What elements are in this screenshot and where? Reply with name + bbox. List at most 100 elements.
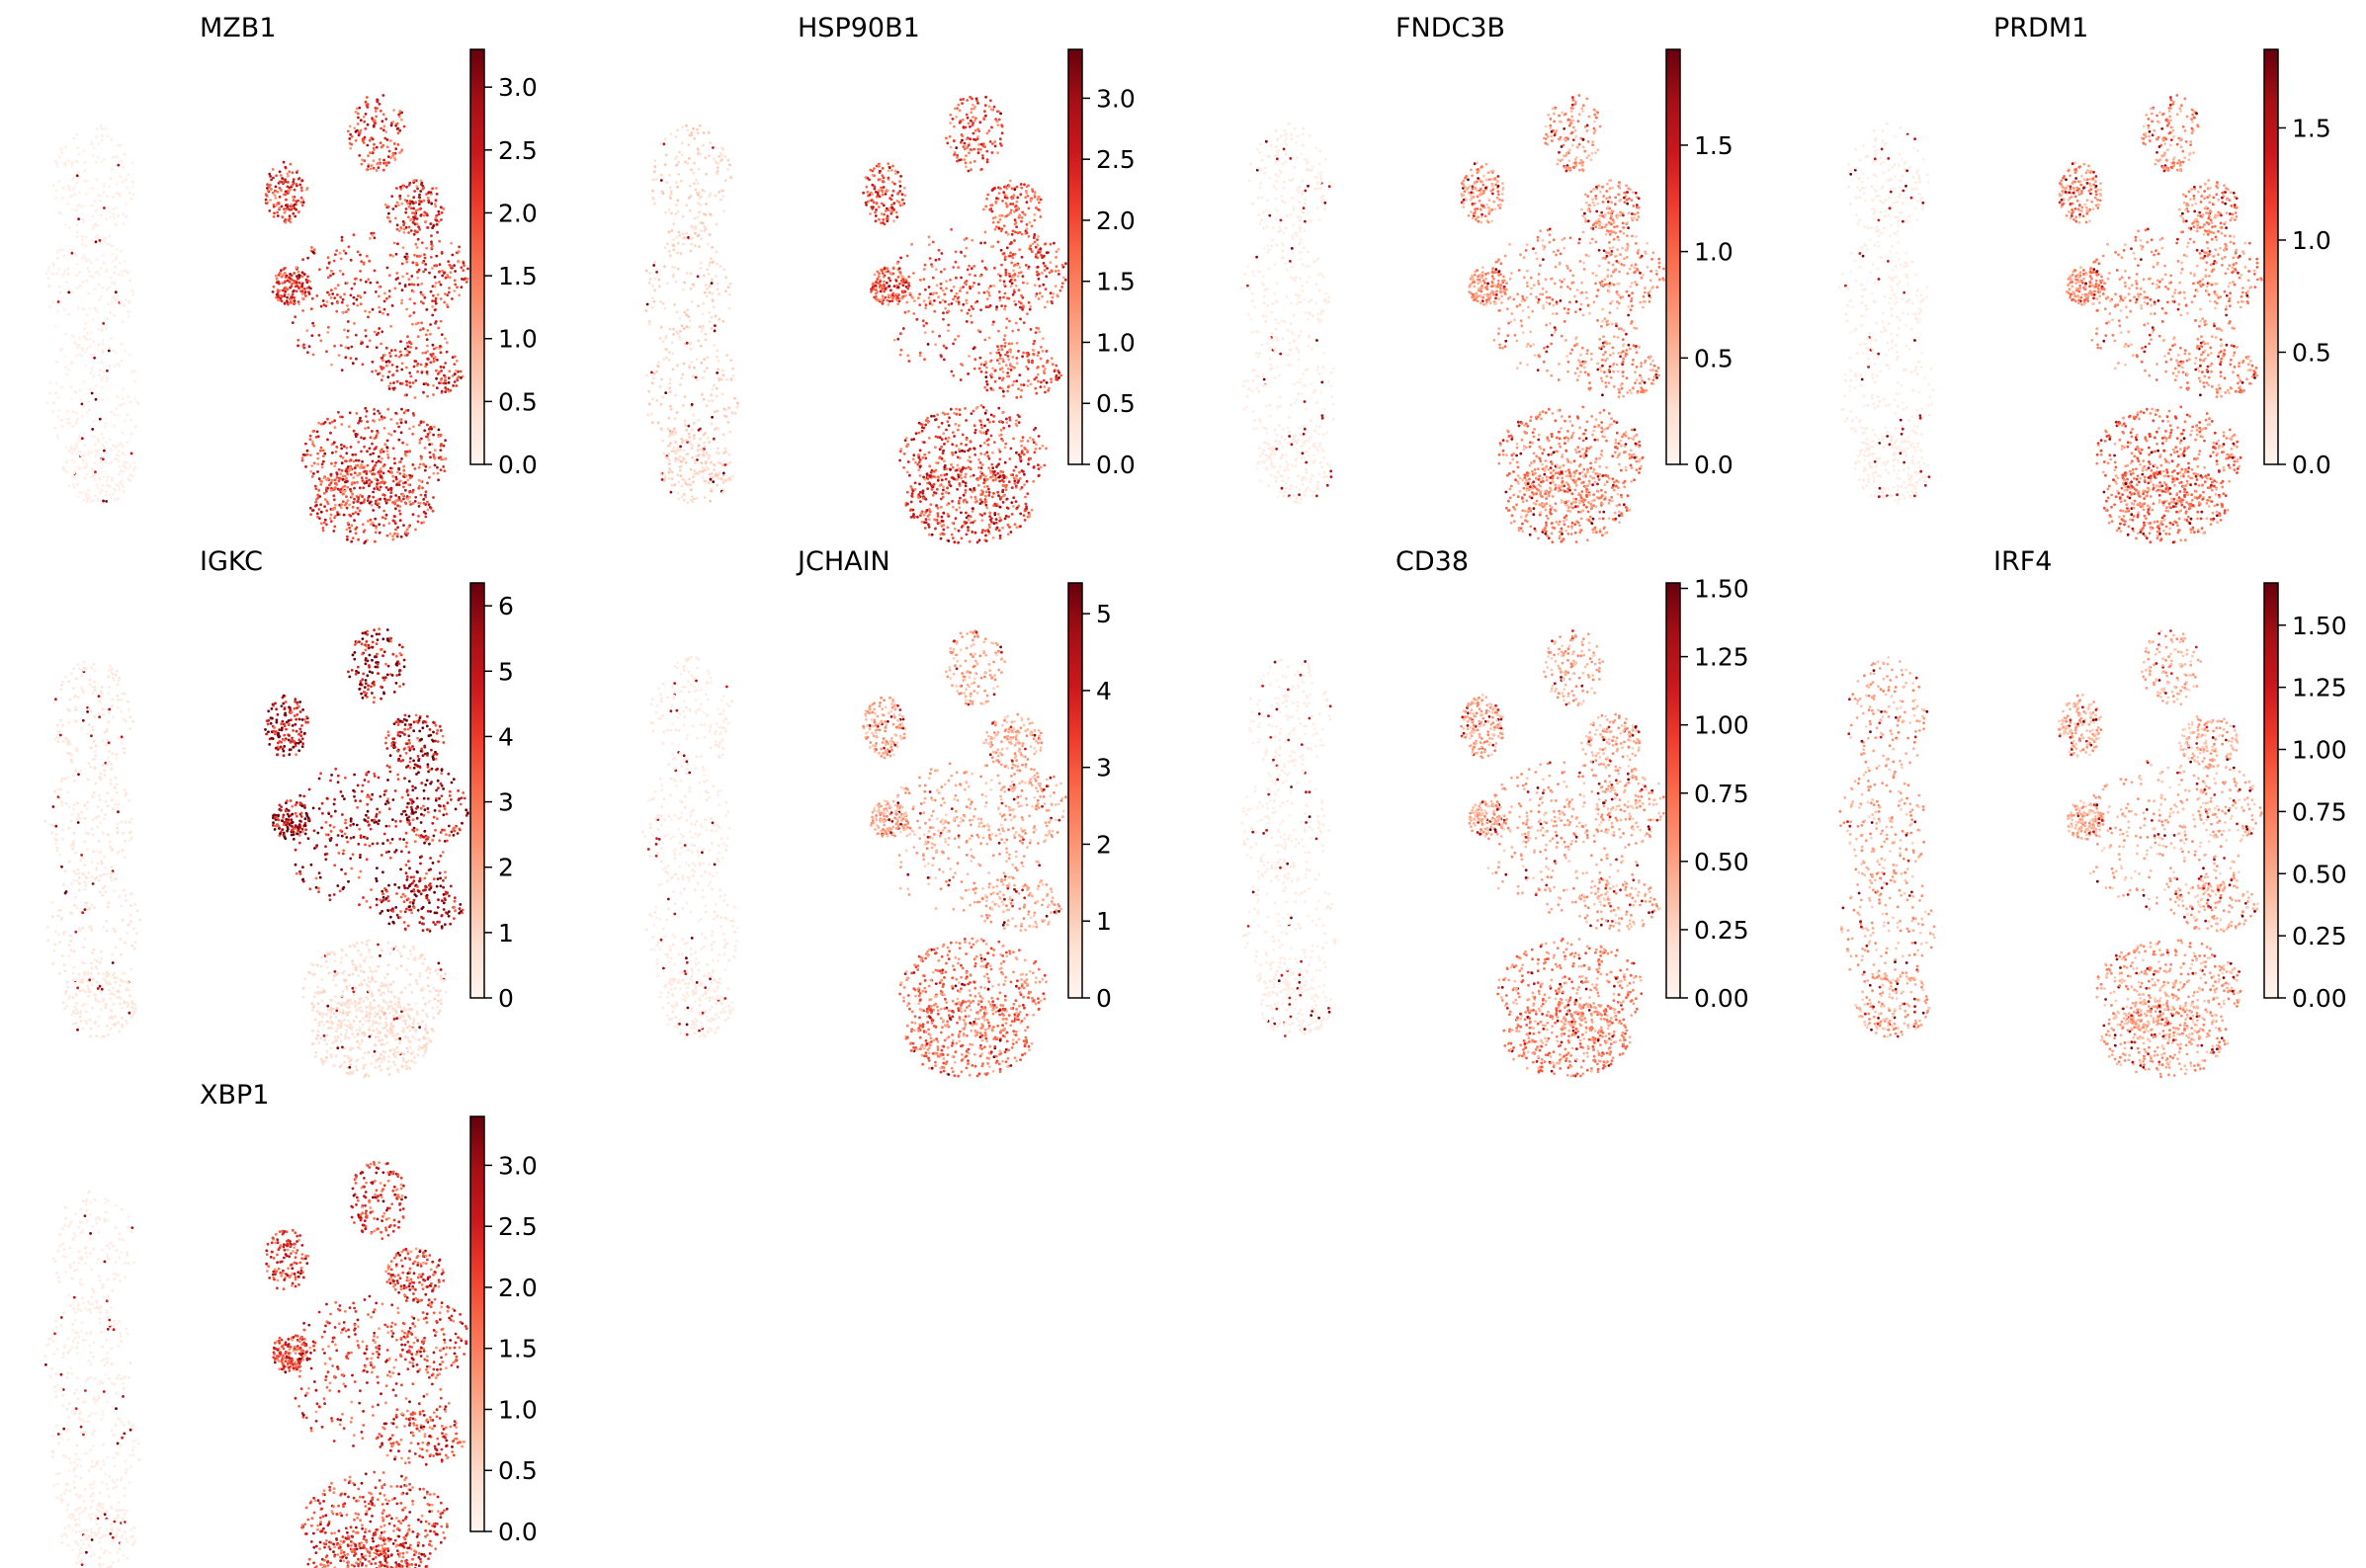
cell-point (1021, 216, 1024, 219)
cell-point (458, 293, 461, 296)
cell-point (664, 211, 667, 214)
cell-point (335, 451, 338, 454)
cell-point (697, 147, 700, 150)
cell-point (395, 272, 398, 275)
cell-point (685, 429, 688, 432)
cell-point (980, 371, 983, 373)
cell-point (985, 490, 988, 493)
cell-point (898, 180, 901, 183)
cell-point (692, 284, 695, 287)
cell-point (338, 354, 341, 357)
cell-point (105, 494, 108, 497)
cell-point (717, 283, 719, 286)
cell-point (128, 192, 131, 195)
cell-point (981, 260, 984, 263)
cell-point (63, 308, 66, 311)
colorbar-tick-label: 1.0 (498, 325, 538, 354)
cell-point (373, 487, 376, 490)
cell-point (982, 406, 985, 409)
cell-point (1050, 380, 1053, 383)
cell-point (945, 478, 948, 481)
cell-point (968, 144, 971, 147)
cell-point (1021, 355, 1024, 358)
cell-point (383, 300, 386, 303)
cell-point (402, 220, 405, 223)
cell-point (965, 512, 968, 515)
cell-point (73, 460, 76, 463)
cell-point (942, 311, 945, 314)
cell-point (339, 270, 342, 273)
cell-point (942, 318, 945, 321)
cell-point (903, 194, 906, 197)
cell-point (408, 284, 411, 287)
cell-point (111, 282, 114, 285)
cell-point (438, 213, 441, 216)
cell-point (108, 185, 111, 188)
cell-point (1040, 346, 1043, 349)
cell-point (1028, 266, 1031, 269)
cell-point (123, 465, 126, 468)
cell-point (101, 484, 104, 487)
cell-point (127, 441, 129, 444)
cell-point (84, 235, 87, 238)
cell-point (431, 244, 434, 247)
cell-point (389, 254, 392, 257)
cell-point (284, 290, 287, 293)
cell-point (673, 483, 676, 486)
cell-point (706, 288, 709, 290)
cell-point (912, 272, 915, 275)
cell-point (963, 125, 966, 128)
cell-point (86, 332, 89, 335)
cell-point (306, 454, 309, 456)
cell-point (100, 194, 103, 197)
cell-point (86, 489, 89, 492)
cell-point (71, 334, 74, 337)
cell-point (1005, 317, 1008, 320)
cell-point (286, 296, 289, 299)
cell-point (418, 197, 421, 200)
cell-point (1287, 477, 1290, 480)
cell-point (1001, 527, 1004, 530)
cell-point (306, 450, 309, 453)
cell-point (430, 290, 433, 293)
cell-point (653, 372, 656, 375)
cell-point (873, 201, 876, 204)
cell-point (1002, 494, 1005, 497)
cell-point (1005, 421, 1008, 424)
cell-point (354, 466, 357, 469)
cell-point (1014, 231, 1017, 234)
cell-point (986, 290, 989, 293)
cell-point (727, 421, 730, 424)
cell-point (870, 199, 873, 202)
cell-point (437, 293, 440, 296)
cell-point (358, 459, 361, 462)
cell-point (428, 503, 431, 506)
cell-point (56, 310, 59, 313)
cell-point (351, 288, 354, 290)
cell-point (939, 455, 942, 458)
cell-point (348, 469, 351, 472)
cell-point (1002, 191, 1005, 194)
cell-point (423, 429, 426, 432)
cell-point (937, 461, 940, 464)
cell-point (972, 104, 974, 107)
cell-point (961, 133, 964, 136)
cell-point (127, 315, 130, 318)
cell-point (692, 481, 695, 484)
cell-point (943, 533, 946, 536)
cell-point (728, 461, 731, 464)
cell-point (1032, 243, 1035, 246)
cell-point (1019, 318, 1022, 321)
cell-point (945, 429, 948, 432)
cell-point (961, 450, 964, 453)
cell-point (391, 364, 394, 367)
cell-point (425, 308, 428, 311)
cell-point (1005, 214, 1008, 217)
cell-point (398, 472, 401, 475)
cell-point (373, 148, 376, 151)
cell-point (460, 266, 463, 269)
cell-point (1020, 187, 1023, 190)
cell-point (416, 188, 419, 191)
cell-point (1017, 275, 1020, 278)
cell-point (668, 477, 671, 480)
